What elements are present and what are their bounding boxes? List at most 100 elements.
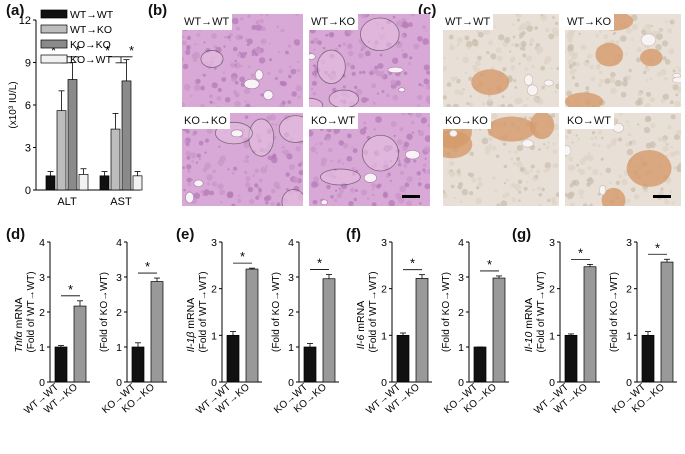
tissue-speck bbox=[364, 50, 371, 57]
tissue-speck bbox=[579, 158, 587, 165]
micrograph-c-0: WT→WT bbox=[443, 14, 559, 107]
scale-bar bbox=[653, 195, 671, 198]
tissue-speck bbox=[195, 78, 201, 84]
tissue-speck bbox=[554, 163, 559, 168]
tissue-speck bbox=[609, 39, 614, 44]
tissue-speck bbox=[664, 59, 671, 65]
tissue-speck bbox=[185, 129, 190, 134]
tissue-speck bbox=[186, 35, 192, 41]
vessel-lumen bbox=[230, 129, 244, 138]
panel-label-g: (g) bbox=[512, 226, 532, 243]
tissue-speck bbox=[518, 190, 522, 194]
tissue-speck bbox=[260, 166, 268, 174]
bar-left-1 bbox=[415, 278, 429, 383]
tissue-speck bbox=[675, 93, 679, 97]
tissue-speck bbox=[643, 70, 647, 75]
sig-star: * bbox=[129, 43, 134, 58]
tissue-speck bbox=[600, 157, 604, 161]
tissue-speck bbox=[476, 30, 480, 34]
tissue-speck bbox=[237, 198, 242, 203]
tissue-speck bbox=[227, 168, 230, 171]
tissue-speck bbox=[403, 71, 408, 76]
tissue-speck bbox=[380, 73, 385, 78]
tissue-speck bbox=[196, 32, 201, 37]
tissue-speck bbox=[656, 31, 661, 36]
tissue-speck bbox=[644, 66, 650, 72]
tissue-speck bbox=[621, 80, 628, 87]
tissue-speck bbox=[213, 101, 216, 104]
tissue-speck bbox=[545, 145, 550, 150]
tissue-speck bbox=[666, 143, 669, 146]
tissue-speck bbox=[260, 93, 264, 97]
tissue-speck bbox=[567, 43, 574, 50]
tissue-speck bbox=[204, 162, 212, 170]
tissue-speck bbox=[567, 59, 575, 66]
right-y-axis-label: (Fold of KO→WT) bbox=[271, 272, 282, 352]
tissue-speck bbox=[312, 64, 316, 67]
tissue-speck bbox=[518, 62, 521, 65]
gene-label: Il-1β mRNA bbox=[185, 298, 197, 352]
right-y-axis-label: (Fold of KO→WT) bbox=[609, 272, 620, 352]
tissue-speck bbox=[615, 40, 620, 45]
tissue-speck bbox=[317, 40, 322, 45]
tissue-speck bbox=[418, 177, 421, 181]
tissue-speck bbox=[645, 78, 649, 82]
tissue-speck bbox=[575, 61, 581, 67]
tissue-speck bbox=[555, 192, 559, 198]
tissue-speck bbox=[314, 142, 318, 146]
tissue-speck bbox=[650, 24, 653, 27]
tissue-speck bbox=[426, 70, 430, 75]
tissue-speck bbox=[620, 91, 627, 98]
tissue-speck bbox=[508, 150, 512, 154]
tissue-speck bbox=[540, 65, 546, 71]
bar-right-0 bbox=[641, 334, 655, 383]
sig-star: * bbox=[68, 282, 73, 297]
tissue-speck bbox=[265, 14, 269, 17]
y-tick-label: 2 bbox=[381, 284, 387, 296]
tissue-speck bbox=[514, 184, 522, 191]
tissue-speck bbox=[320, 161, 326, 167]
tissue-speck bbox=[297, 60, 300, 63]
tissue-speck bbox=[662, 93, 670, 101]
necrotic-area bbox=[309, 97, 324, 107]
tissue-speck bbox=[375, 116, 382, 123]
tissue-speck bbox=[521, 46, 526, 51]
tissue-speck bbox=[255, 24, 262, 31]
tissue-speck bbox=[417, 182, 422, 187]
tissue-speck bbox=[281, 100, 286, 105]
tissue-speck bbox=[190, 152, 197, 159]
tissue-speck bbox=[514, 43, 519, 48]
tissue-speck bbox=[291, 91, 297, 97]
vessel-lumen bbox=[387, 66, 404, 74]
y-tick-label: 1 bbox=[549, 330, 555, 342]
tissue-speck bbox=[599, 79, 604, 83]
tissue-speck bbox=[529, 169, 533, 173]
tissue-speck bbox=[246, 38, 253, 45]
tissue-speck bbox=[350, 64, 356, 70]
tissue-speck bbox=[565, 49, 567, 53]
bar-alt-s1 bbox=[56, 110, 67, 191]
tissue-speck bbox=[293, 39, 300, 46]
tissue-speck bbox=[191, 132, 196, 137]
tissue-speck bbox=[526, 25, 534, 32]
gene-name: Il-1β bbox=[185, 332, 197, 353]
tissue-speck bbox=[636, 123, 640, 126]
vessel-lumen bbox=[523, 74, 534, 86]
tissue-speck bbox=[287, 74, 292, 79]
tissue-speck bbox=[326, 184, 331, 190]
tissue-speck bbox=[676, 166, 681, 173]
tissue-speck bbox=[351, 166, 356, 171]
tissue-speck bbox=[235, 26, 241, 31]
vessel-lumen bbox=[521, 139, 534, 148]
tissue-speck bbox=[587, 156, 591, 159]
tissue-speck bbox=[420, 84, 424, 88]
tissue-speck bbox=[626, 148, 634, 156]
micrograph-caption: KO→KO bbox=[443, 113, 491, 129]
tissue-speck bbox=[191, 53, 198, 59]
tissue-speck bbox=[598, 63, 601, 67]
tissue-speck bbox=[517, 179, 523, 185]
right-y-axis-label: (Fold of KO→WT) bbox=[441, 272, 452, 352]
scale-bar bbox=[402, 195, 420, 198]
tissue-speck bbox=[541, 187, 545, 192]
tissue-speck bbox=[509, 157, 514, 161]
